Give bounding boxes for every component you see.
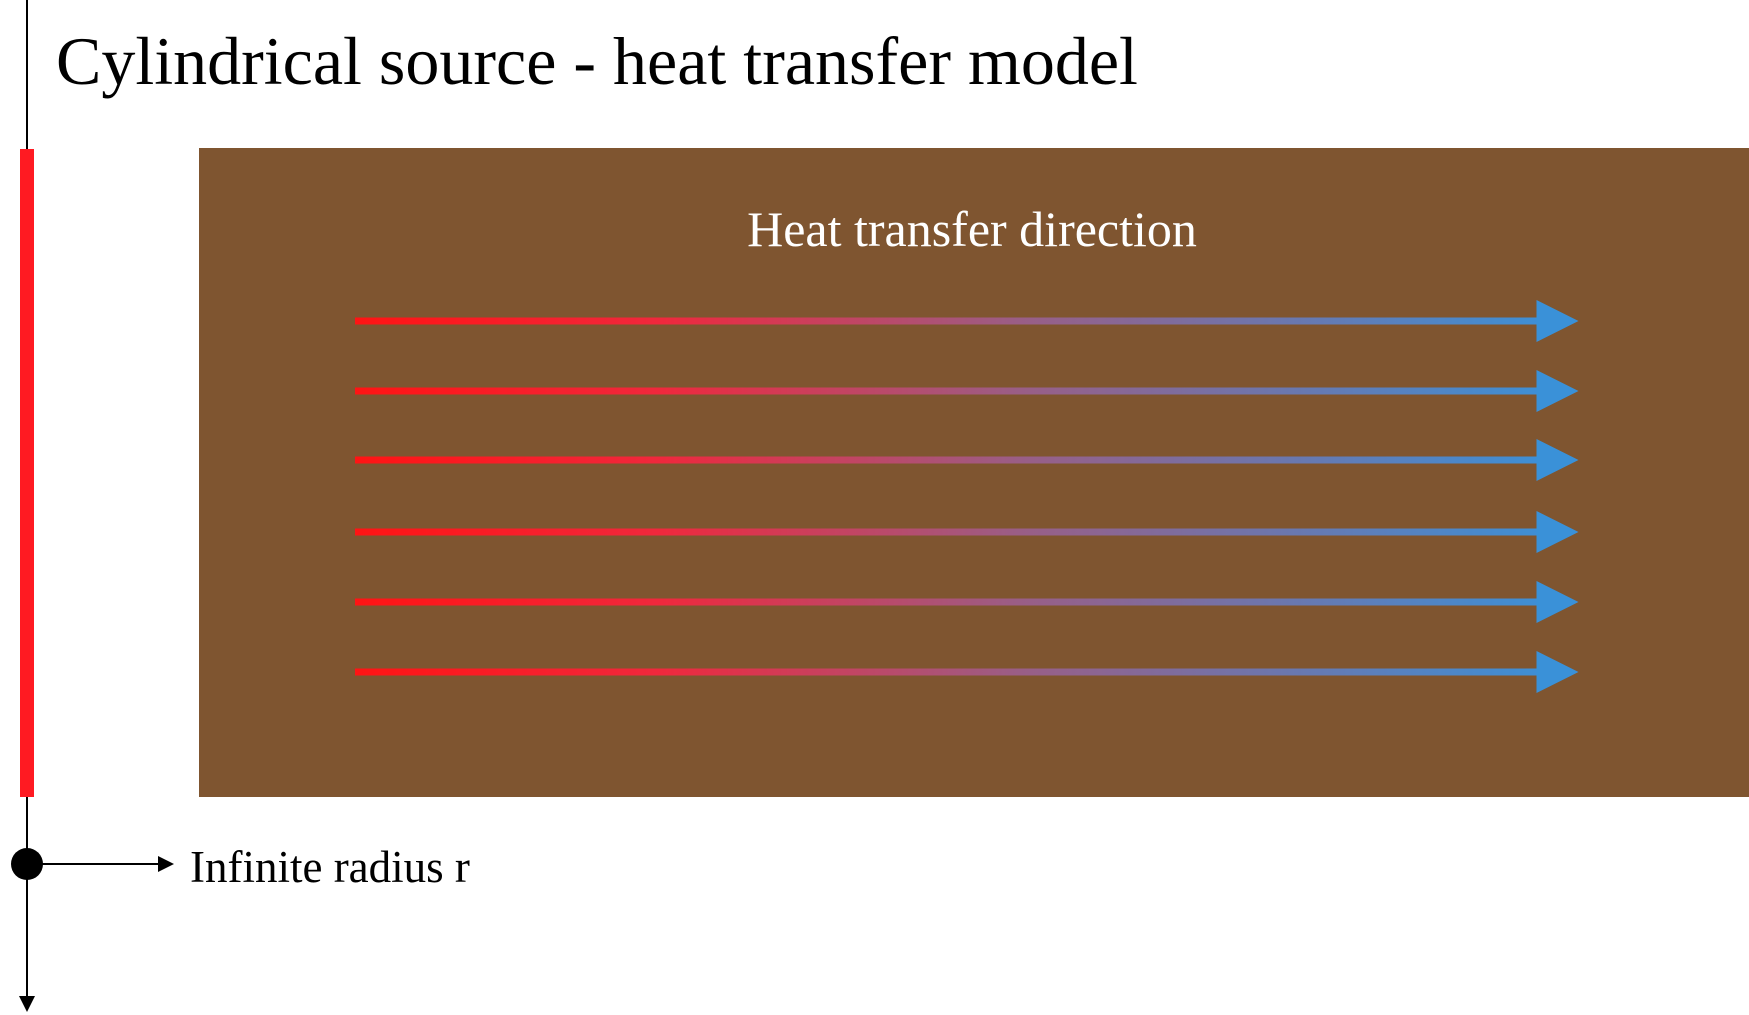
flow-label: Heat transfer direction [747,201,1197,257]
ground-medium [199,148,1749,797]
line-source [20,149,34,797]
title: Cylindrical source - heat transfer model [56,23,1138,99]
axis-label: Infinite radius r [190,842,470,892]
heat-arrows [355,300,1579,693]
